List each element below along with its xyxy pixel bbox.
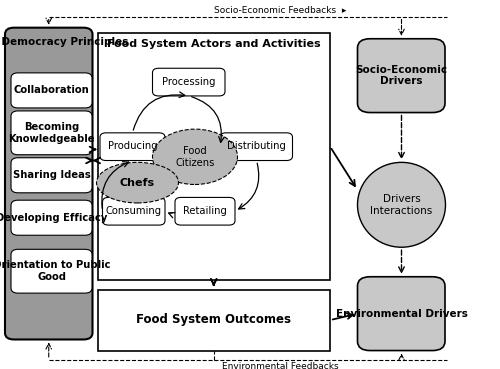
FancyBboxPatch shape (100, 133, 165, 161)
FancyBboxPatch shape (102, 197, 165, 225)
FancyBboxPatch shape (358, 277, 445, 351)
Text: Processing: Processing (162, 77, 216, 87)
FancyBboxPatch shape (220, 133, 292, 161)
FancyBboxPatch shape (11, 200, 92, 235)
Ellipse shape (358, 162, 446, 247)
Text: Becoming
Knowledgeable: Becoming Knowledgeable (8, 122, 95, 144)
FancyBboxPatch shape (11, 158, 92, 193)
Text: Food System Outcomes: Food System Outcomes (136, 313, 291, 327)
FancyBboxPatch shape (175, 197, 235, 225)
Ellipse shape (96, 162, 178, 203)
Text: Drivers
Interactions: Drivers Interactions (370, 194, 432, 215)
Text: Distributing: Distributing (227, 141, 286, 152)
Text: Retailing: Retailing (183, 206, 227, 216)
Text: Collaboration: Collaboration (14, 85, 90, 96)
Text: Environmental Drivers: Environmental Drivers (336, 308, 468, 319)
Text: Developing Efficacy: Developing Efficacy (0, 213, 107, 223)
Text: Food Democracy Principles: Food Democracy Principles (0, 37, 128, 48)
Text: Food
Citizens: Food Citizens (176, 146, 214, 168)
FancyBboxPatch shape (11, 73, 92, 108)
Ellipse shape (152, 129, 238, 184)
Text: Socio-Economic
Drivers: Socio-Economic Drivers (356, 65, 448, 86)
FancyBboxPatch shape (152, 68, 225, 96)
Text: Socio-Economic Feedbacks  ▸: Socio-Economic Feedbacks ▸ (214, 6, 346, 15)
FancyBboxPatch shape (5, 28, 92, 339)
Text: Orientation to Public
Good: Orientation to Public Good (0, 261, 110, 282)
Text: Consuming: Consuming (106, 206, 162, 216)
Text: Sharing Ideas: Sharing Ideas (12, 170, 90, 180)
FancyBboxPatch shape (11, 111, 92, 155)
Text: Producing: Producing (108, 141, 158, 152)
FancyBboxPatch shape (11, 249, 92, 293)
Text: Environmental Feedbacks: Environmental Feedbacks (222, 362, 338, 369)
Bar (98, 33, 330, 280)
Bar (98, 290, 330, 351)
Text: Food System Actors and Activities: Food System Actors and Activities (106, 38, 320, 49)
FancyBboxPatch shape (358, 39, 445, 113)
Text: Chefs: Chefs (120, 177, 155, 188)
